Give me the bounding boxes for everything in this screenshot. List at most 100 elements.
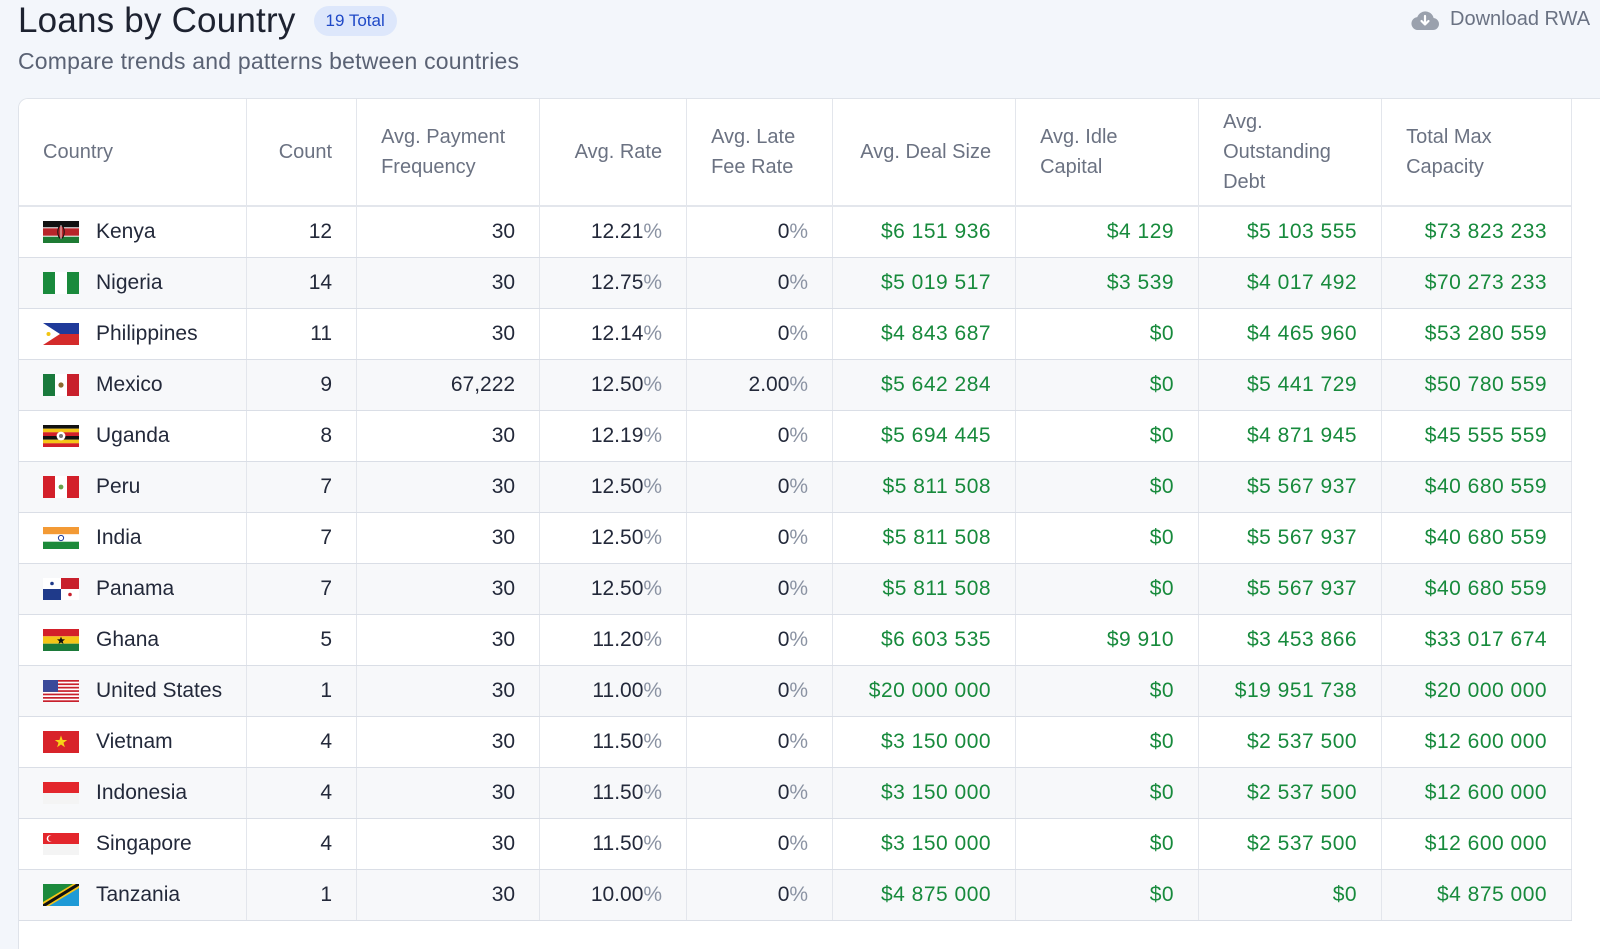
late-fee-rate-value: 0 xyxy=(777,271,790,294)
outstanding-debt-value: $2 537 500 xyxy=(1246,832,1358,855)
max-capacity-value: $70 273 233 xyxy=(1424,271,1548,294)
late-fee-rate-cell: 0% xyxy=(686,308,834,360)
percent-sign: % xyxy=(643,883,663,906)
late-fee-rate-value: 0 xyxy=(777,475,790,498)
table-row[interactable]: Kenya 12 30 12.21% 0% $6 151 936 $4 129 $5 103 … xyxy=(19,206,1573,258)
percent-sign: % xyxy=(643,730,663,753)
rate-value: 12.19 xyxy=(590,424,644,447)
table-row[interactable]: Uganda 8 30 12.19% 0% $5 694 445 $0 $4 871 945 $… xyxy=(19,410,1573,462)
late-fee-rate-cell: 0% xyxy=(686,818,834,870)
outstanding-debt-cell: $19 951 738 xyxy=(1198,665,1383,717)
rate-value: 12.14 xyxy=(590,322,644,345)
rate-cell: 11.00% xyxy=(539,665,688,717)
percent-sign: % xyxy=(643,424,663,447)
table-row[interactable]: Peru 7 30 12.50% 0% $5 811 508 $0 $5 567 937 $40… xyxy=(19,461,1573,513)
max-capacity-cell: $33 017 674 xyxy=(1381,614,1573,666)
column-header-total-max-capacity[interactable]: Total Max Capacity xyxy=(1381,99,1573,207)
deal-size-cell: $3 150 000 xyxy=(832,767,1017,819)
column-header-avg-idle-capital[interactable]: Avg. Idle Capital xyxy=(1015,99,1200,207)
late-fee-rate-cell: 0% xyxy=(686,716,834,768)
rate-wrap: 12.50% xyxy=(591,373,662,396)
outstanding-debt-cell: $5 103 555 xyxy=(1198,206,1383,258)
country-cell: India xyxy=(19,512,248,564)
table-row[interactable]: Mexico 9 67,222 12.50% 2.00% $5 642 284 $0 $5 4… xyxy=(19,359,1573,411)
column-header-count[interactable]: Count xyxy=(246,99,358,207)
rate-value: 11.00 xyxy=(592,679,644,702)
column-header-avg-outstanding-debt[interactable]: Avg. Outstanding Debt xyxy=(1198,99,1383,207)
indonesia-flag-icon xyxy=(43,782,79,804)
deal-size-value: $6 151 936 xyxy=(880,220,992,243)
count-cell: 4 xyxy=(246,818,358,870)
table-row[interactable]: Singapore 4 30 11.50% 0% $3 150 000 $0 $2 537 5… xyxy=(19,818,1573,870)
table-row[interactable]: Indonesia 4 30 11.50% 0% $3 150 000 $0 $2 537 5… xyxy=(19,767,1573,819)
count-value: 7 xyxy=(320,526,333,549)
max-capacity-cell: $73 823 233 xyxy=(1381,206,1573,258)
table-header-row: Country Count Avg. Payment Frequency Avg… xyxy=(19,99,1573,207)
count-value: 1 xyxy=(320,883,333,906)
deal-size-cell: $3 150 000 xyxy=(832,818,1017,870)
late-fee-rate-cell: 0% xyxy=(686,461,834,513)
deal-size-cell: $5 642 284 xyxy=(832,359,1017,411)
outstanding-debt-value: $0 xyxy=(1332,883,1358,906)
table-row[interactable]: Nigeria 14 30 12.75% 0% $5 019 517 $3 539 $4 01… xyxy=(19,257,1573,309)
percent-sign: % xyxy=(643,475,663,498)
deal-size-cell: $4 875 000 xyxy=(832,869,1017,921)
table-row[interactable]: Vietnam 4 30 11.50% 0% $3 150 000 $0 $2 537 500… xyxy=(19,716,1573,768)
late-fee-rate-wrap: 0% xyxy=(778,271,808,294)
count-cell: 14 xyxy=(246,257,358,309)
download-rwa-button[interactable]: Download RWA xyxy=(1410,8,1600,31)
idle-capital-cell: $4 129 xyxy=(1015,206,1200,258)
late-fee-rate-value: 0 xyxy=(777,781,790,804)
country-cell-content: Indonesia xyxy=(43,781,222,805)
rate-value: 12.75 xyxy=(590,271,644,294)
title-row: Loans by Country 19 Total xyxy=(18,0,1600,42)
rate-wrap: 11.50% xyxy=(592,730,662,753)
late-fee-rate-value: 0 xyxy=(777,679,790,702)
outstanding-debt-value: $4 871 945 xyxy=(1246,424,1358,447)
country-cell-content: Kenya xyxy=(43,220,222,244)
column-header-avg-payment-frequency[interactable]: Avg. Payment Frequency xyxy=(356,99,541,207)
rate-value: 10.00 xyxy=(590,883,644,906)
table-row[interactable]: Ghana 5 30 11.20% 0% $6 603 535 $9 910 $3 453 8… xyxy=(19,614,1573,666)
payment-frequency-cell: 67,222 xyxy=(356,359,541,411)
late-fee-rate-wrap: 0% xyxy=(778,424,808,447)
column-header-avg-deal-size[interactable]: Avg. Deal Size xyxy=(832,99,1017,207)
country-name: Kenya xyxy=(96,220,156,243)
count-value: 11 xyxy=(310,322,333,345)
count-cell: 1 xyxy=(246,869,358,921)
idle-capital-value: $0 xyxy=(1149,424,1175,447)
count-value: 4 xyxy=(320,781,333,804)
deal-size-cell: $5 811 508 xyxy=(832,512,1017,564)
late-fee-rate-wrap: 0% xyxy=(778,628,808,651)
rate-value: 11.50 xyxy=(592,730,644,753)
table-row[interactable]: India 7 30 12.50% 0% $5 811 508 $0 $5 567 937 $4… xyxy=(19,512,1573,564)
max-capacity-cell: $50 780 559 xyxy=(1381,359,1573,411)
percent-sign: % xyxy=(789,781,809,804)
table-row[interactable]: Philippines 11 30 12.14% 0% $4 843 687 $0 $4 46… xyxy=(19,308,1573,360)
rate-wrap: 11.50% xyxy=(592,781,662,804)
payment-frequency-cell: 30 xyxy=(356,308,541,360)
max-capacity-value: $12 600 000 xyxy=(1424,832,1548,855)
payment-frequency-cell: 30 xyxy=(356,512,541,564)
country-cell: Nigeria xyxy=(19,257,248,309)
rate-cell: 12.21% xyxy=(539,206,688,258)
column-header-avg-late-fee-rate[interactable]: Avg. Late Fee Rate xyxy=(686,99,834,207)
payment-frequency-cell: 30 xyxy=(356,206,541,258)
percent-sign: % xyxy=(643,373,663,396)
late-fee-rate-value: 0 xyxy=(777,883,790,906)
idle-capital-cell: $0 xyxy=(1015,767,1200,819)
table-row[interactable]: Tanzania 1 30 10.00% 0% $4 875 000 $0 $0 $4 875 … xyxy=(19,869,1573,921)
table-row[interactable]: United States 1 30 11.00% 0% $20 000 000 $0 $19… xyxy=(19,665,1573,717)
download-rwa-label: Download RWA xyxy=(1450,8,1591,30)
count-value: 7 xyxy=(320,577,333,600)
column-header-avg-rate[interactable]: Avg. Rate xyxy=(539,99,688,207)
count-value: 4 xyxy=(320,730,333,753)
table-row[interactable]: Panama 7 30 12.50% 0% $5 811 508 $0 $5 567 937 $… xyxy=(19,563,1573,615)
percent-sign: % xyxy=(789,322,809,345)
percent-sign: % xyxy=(789,883,809,906)
vietnam-flag-icon xyxy=(43,731,79,753)
late-fee-rate-cell: 0% xyxy=(686,563,834,615)
idle-capital-cell: $0 xyxy=(1015,461,1200,513)
deal-size-cell: $5 811 508 xyxy=(832,461,1017,513)
column-header-country[interactable]: Country xyxy=(19,99,248,207)
